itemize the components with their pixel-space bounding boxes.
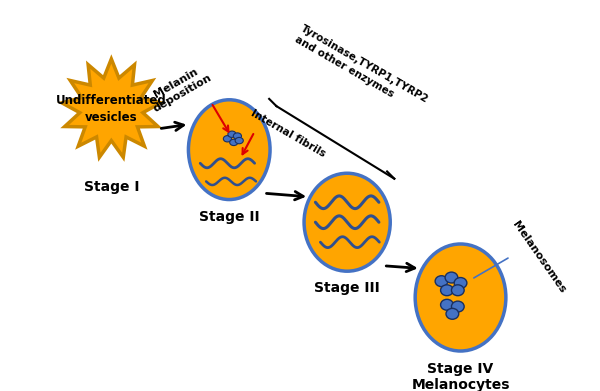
Text: Undifferentiated
vesicles: Undifferentiated vesicles: [56, 94, 167, 124]
Ellipse shape: [446, 308, 459, 319]
Ellipse shape: [451, 301, 464, 312]
Text: Tyrosinase,TYRP1,TYRP2
and other enzymes: Tyrosinase,TYRP1,TYRP2 and other enzymes: [293, 24, 430, 116]
Text: Stage II: Stage II: [199, 210, 260, 224]
Ellipse shape: [435, 276, 448, 287]
Ellipse shape: [230, 139, 238, 145]
Ellipse shape: [440, 285, 453, 296]
Text: Stage I: Stage I: [83, 179, 139, 194]
Ellipse shape: [223, 136, 232, 142]
Text: Melanin
deposition: Melanin deposition: [145, 62, 214, 114]
Ellipse shape: [415, 244, 506, 351]
Ellipse shape: [445, 272, 458, 283]
Ellipse shape: [233, 133, 241, 139]
Text: Melanosomes: Melanosomes: [511, 219, 568, 294]
Text: Internal fibrils: Internal fibrils: [249, 108, 328, 159]
Text: Stage IV
Melanocytes: Stage IV Melanocytes: [411, 362, 510, 391]
Ellipse shape: [304, 173, 390, 271]
Ellipse shape: [228, 131, 236, 137]
Ellipse shape: [440, 300, 453, 310]
Ellipse shape: [451, 285, 464, 296]
Ellipse shape: [235, 137, 243, 144]
Ellipse shape: [188, 100, 270, 199]
Polygon shape: [62, 59, 161, 157]
Ellipse shape: [454, 278, 467, 289]
Text: Stage III: Stage III: [314, 281, 380, 295]
